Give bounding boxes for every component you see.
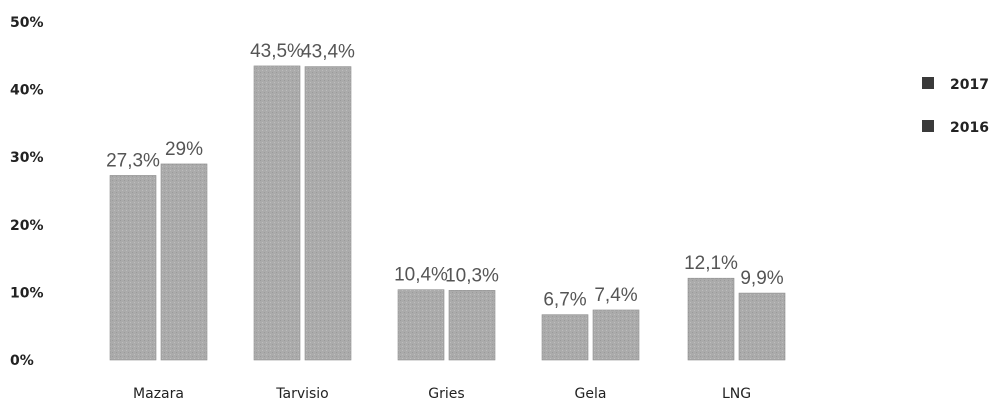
- y-tick-label: 30%: [10, 150, 44, 166]
- legend-label: 2017: [950, 77, 989, 93]
- legend-label: 2016: [950, 120, 989, 136]
- category-label: Tarvisio: [275, 386, 329, 402]
- bar-2017-mazara: [109, 175, 157, 361]
- data-label: 9,9%: [740, 268, 783, 289]
- y-axis: 0% 10% 20% 30% 40% 50%: [10, 15, 44, 369]
- legend-swatch: [922, 120, 934, 132]
- bar-2016-mazara: [160, 163, 208, 361]
- bars: 27,3%29% 43,5%43,4% 10,4%10,3% 6,7% 7,4% 12,1…: [106, 41, 786, 361]
- data-label: 10,4%: [394, 265, 448, 286]
- bar-2016-lng: [738, 292, 786, 361]
- category-label: Mazara: [133, 386, 184, 402]
- bar-2017-tarvisio: [253, 65, 301, 361]
- category-label: Gela: [575, 386, 607, 402]
- data-label: 12,1%: [684, 253, 738, 274]
- data-label: 43,4%: [301, 42, 355, 63]
- y-tick-label: 10%: [10, 285, 44, 301]
- category-labels: Mazara Tarvisio Gries Gela LNG: [133, 386, 751, 402]
- category-label: LNG: [722, 386, 751, 402]
- data-label: 7,4%: [594, 285, 637, 306]
- bar-2017-gela: [541, 314, 589, 361]
- data-label: 10,3%: [445, 265, 499, 286]
- legend-swatch: [922, 77, 934, 89]
- bar-2017-gries: [397, 289, 445, 361]
- y-tick-label: 0%: [10, 353, 34, 369]
- bar-2016-tarvisio: [304, 66, 352, 361]
- y-tick-label: 20%: [10, 218, 44, 234]
- bar-2016-gela: [592, 309, 640, 361]
- data-label: 6,7%: [543, 290, 586, 311]
- data-label: 29%: [165, 139, 203, 160]
- y-tick-label: 40%: [10, 83, 44, 99]
- bar-2017-lng: [687, 277, 735, 361]
- legend: 2017 2016: [922, 77, 989, 136]
- data-label: 43,5%: [250, 41, 304, 62]
- data-label: 27,3%: [106, 150, 160, 171]
- category-label: Gries: [428, 386, 464, 402]
- bar-2016-gries: [448, 290, 496, 361]
- y-tick-label: 50%: [10, 15, 44, 31]
